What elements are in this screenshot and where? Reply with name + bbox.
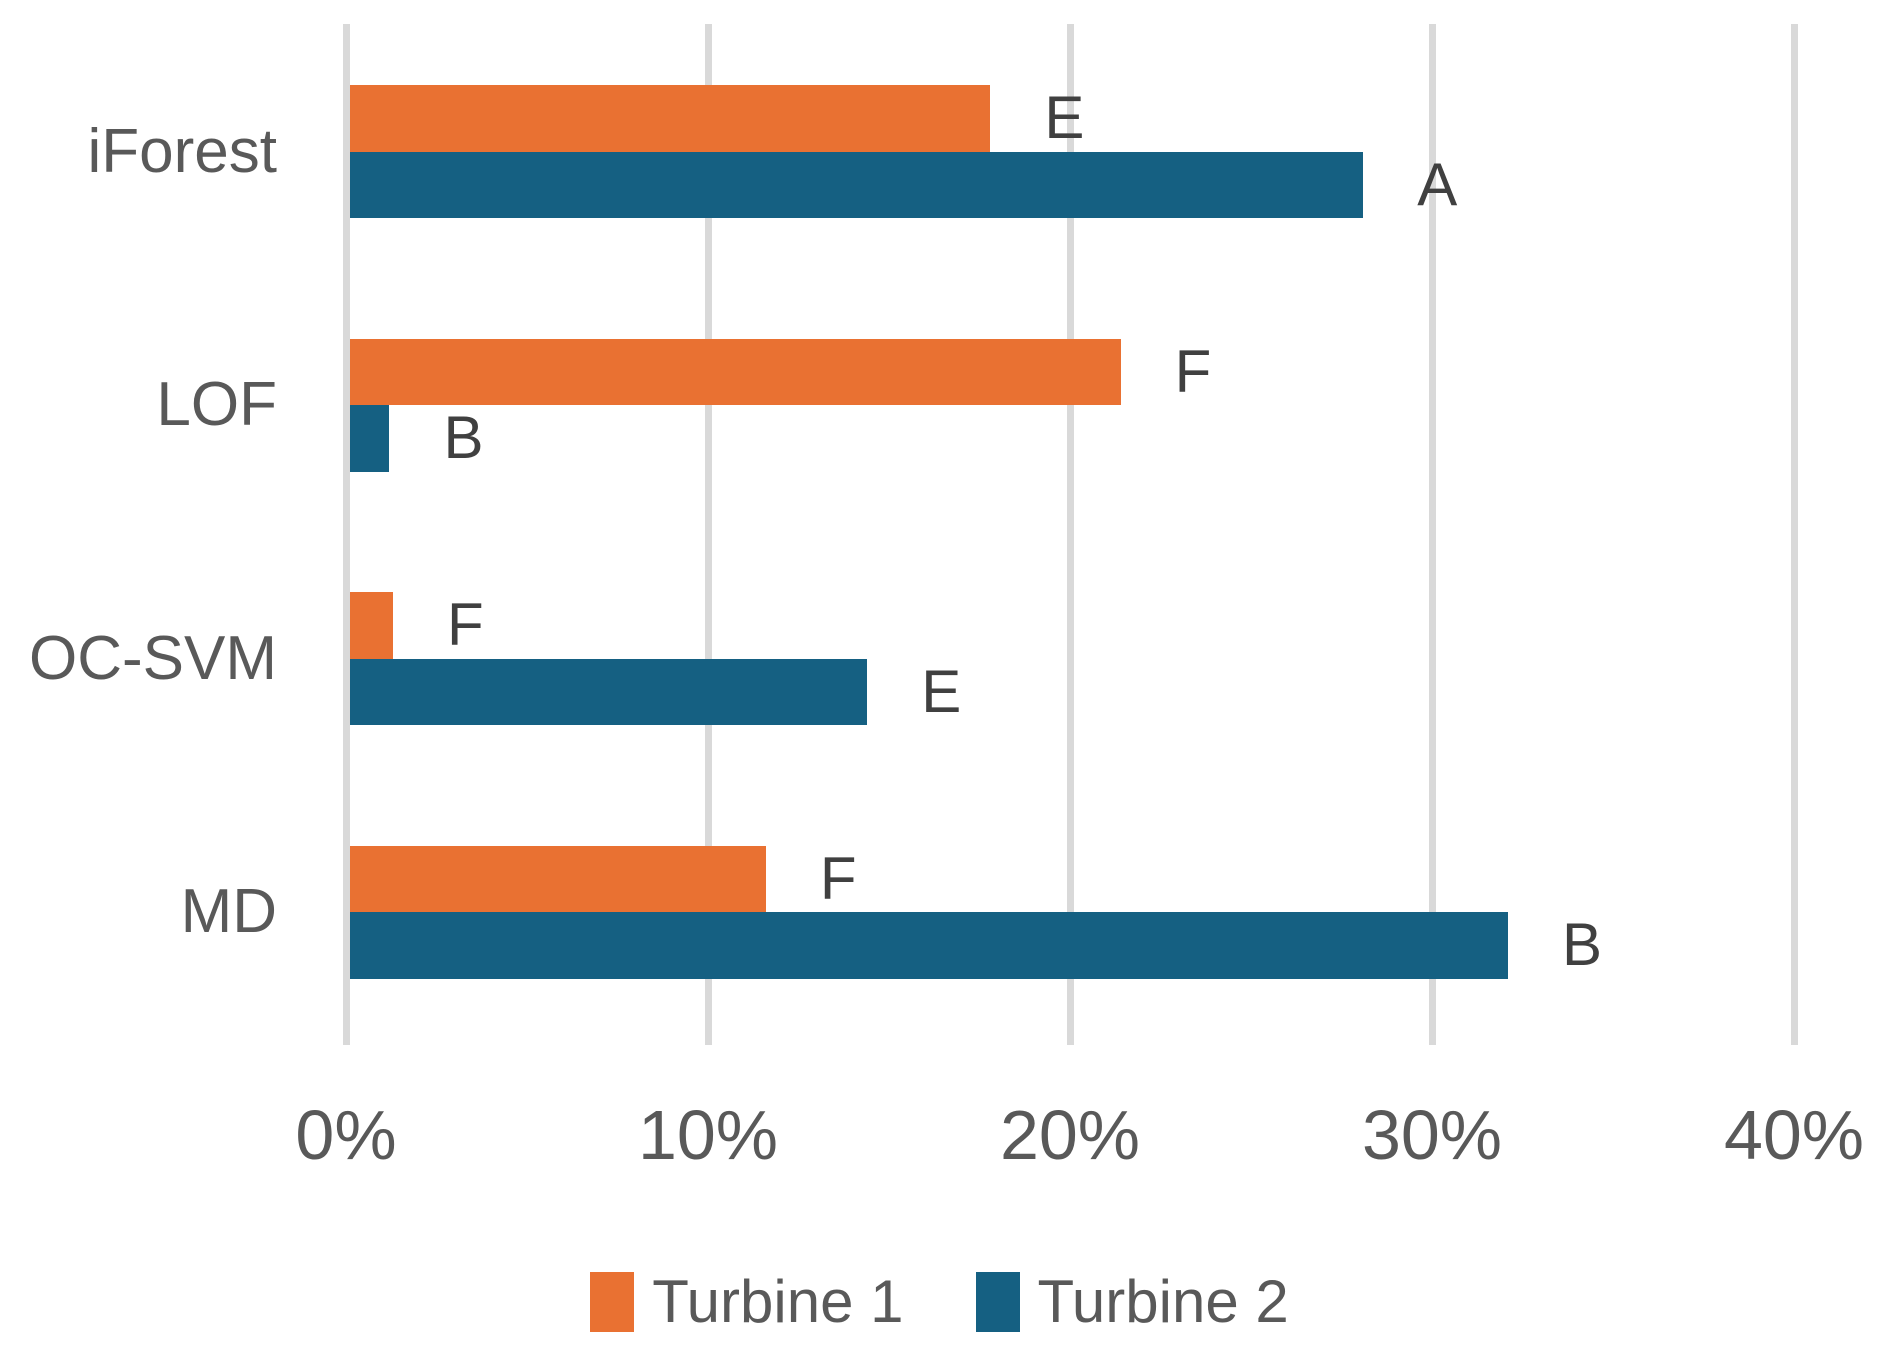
bar-label-lof-turbine-2: B [443, 404, 484, 472]
legend-item-turbine-2: Turbine 2 [975, 1268, 1289, 1335]
x-tick-30: 30% [1361, 1096, 1503, 1174]
bar-lof-turbine-2 [349, 405, 390, 472]
x-tick-10: 10% [637, 1096, 779, 1174]
legend-label-turbine-2: Turbine 2 [1037, 1268, 1289, 1335]
bar-iforest-turbine-2 [349, 151, 1364, 218]
category-label-oc-svm: OC-SVM [29, 623, 277, 693]
legend: Turbine 1 Turbine 2 [0, 1272, 1879, 1332]
bar-label-lof-turbine-1: F [1174, 337, 1212, 405]
category-label-md: MD [180, 877, 277, 946]
gridline-0 [342, 24, 350, 1045]
x-tick-40: 40% [1723, 1096, 1865, 1174]
legend-item-turbine-1: Turbine 1 [590, 1268, 904, 1335]
gridline-30 [1428, 24, 1436, 1045]
gridline-40 [1790, 24, 1798, 1045]
bar-label-md-turbine-1: F [819, 844, 857, 912]
bar-oc-svm-turbine-1 [349, 592, 394, 659]
category-label-lof: LOF [156, 370, 277, 439]
bar-label-iforest-turbine-2: A [1417, 150, 1458, 218]
bar-label-md-turbine-2: B [1562, 911, 1603, 979]
category-label-iforest: iForest [87, 116, 277, 186]
legend-label-turbine-1: Turbine 1 [652, 1268, 904, 1335]
x-tick-0: 0% [295, 1096, 397, 1174]
x-tick-20: 20% [999, 1096, 1141, 1174]
bar-md-turbine-2 [349, 912, 1509, 979]
bar-oc-svm-turbine-2 [349, 658, 868, 725]
bar-md-turbine-1 [349, 845, 766, 912]
bar-iforest-turbine-1 [349, 85, 991, 152]
gridline-20 [1066, 24, 1074, 1045]
bar-lof-turbine-1 [349, 338, 1121, 405]
legend-swatch-turbine-1 [590, 1272, 635, 1332]
bar-label-oc-svm-turbine-2: E [921, 657, 962, 725]
bar-label-oc-svm-turbine-1: F [447, 591, 484, 659]
legend-swatch-turbine-2 [975, 1272, 1020, 1332]
bar-label-iforest-turbine-1: E [1044, 84, 1085, 152]
gridline-10 [704, 24, 712, 1045]
